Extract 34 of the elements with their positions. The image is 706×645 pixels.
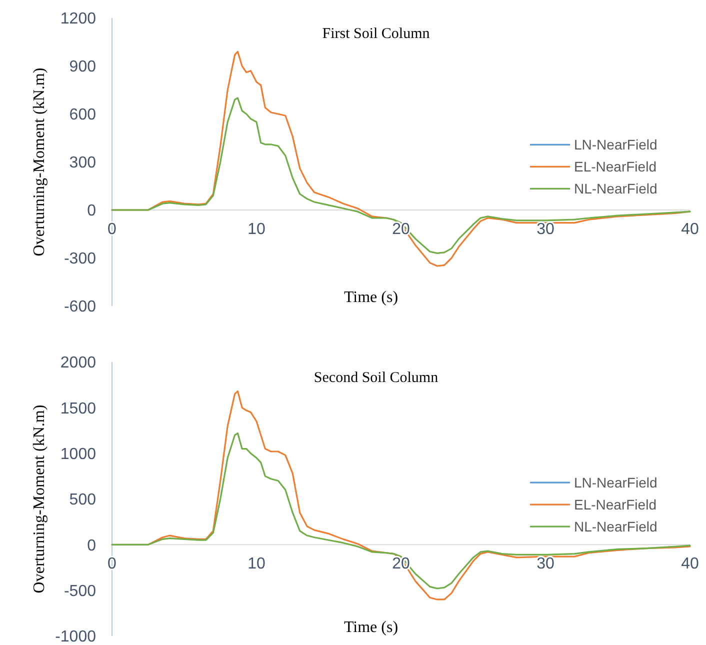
- y-tick-label: -600: [64, 298, 96, 316]
- y-tick-label: 0: [87, 202, 96, 220]
- y-tick-label: 1500: [60, 400, 96, 418]
- y-axis-title: Overturning-Moment (kN.m): [31, 404, 48, 594]
- legend-label: EL-NearField: [574, 158, 656, 175]
- y-tick-label: 600: [69, 106, 96, 124]
- y-tick-label: 500: [69, 492, 96, 509]
- legend-label: EL-NearField: [574, 496, 656, 512]
- x-axis-title: Time (s): [344, 289, 398, 306]
- legend-label: LN-NearField: [574, 136, 658, 153]
- legend-label: NL-NearField: [574, 180, 658, 197]
- y-tick-label: 900: [69, 58, 96, 76]
- legend-label: LN-NearField: [574, 474, 658, 490]
- x-tick-label: 0: [108, 221, 117, 238]
- x-tick-label: 30: [536, 221, 554, 238]
- y-tick-label: 1200: [60, 10, 96, 28]
- x-tick-label: 40: [681, 221, 699, 238]
- y-tick-label: 2000: [60, 354, 96, 372]
- legend-label: NL-NearField: [574, 518, 658, 534]
- y-tick-label: 0: [87, 537, 96, 554]
- x-tick-label: 40: [681, 556, 699, 573]
- x-tick-label: 10: [248, 556, 266, 573]
- text: Second Soil Column: [314, 370, 439, 386]
- x-tick-label: 30: [536, 556, 554, 573]
- x-axis-title: Time (s): [344, 619, 398, 636]
- x-tick-label: 0: [108, 556, 117, 573]
- x-tick-label: 10: [248, 221, 266, 238]
- y-axis-title: Overturning-Moment (kN.m): [31, 68, 48, 256]
- y-tick-label: 300: [69, 154, 96, 172]
- y-tick-label: -1000: [55, 628, 96, 645]
- y-tick-label: -500: [64, 582, 96, 600]
- text: First Soil Column: [322, 26, 430, 42]
- y-tick-label: -300: [64, 250, 96, 268]
- y-tick-label: 1000: [60, 446, 96, 463]
